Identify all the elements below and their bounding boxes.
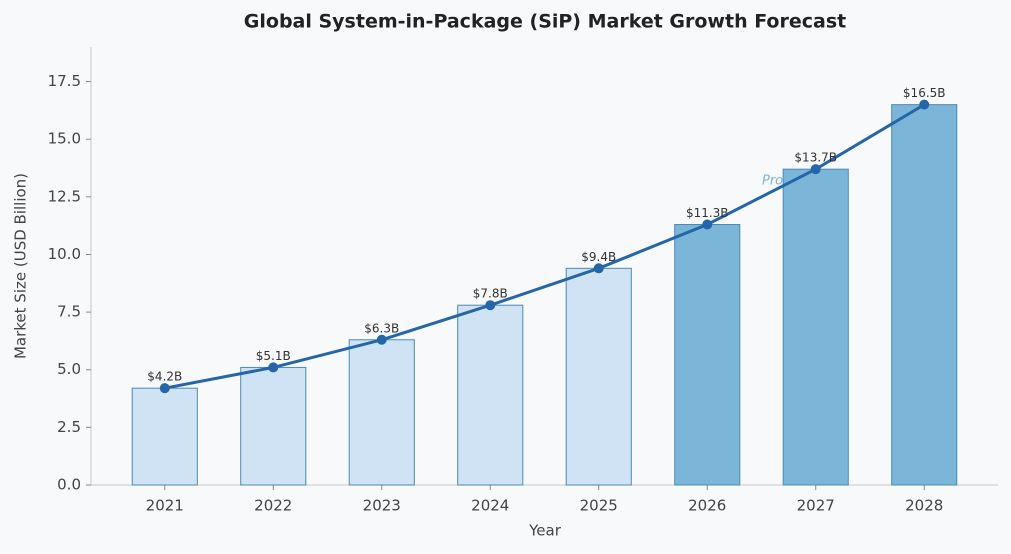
trend-marker <box>810 164 821 175</box>
trend-marker <box>702 219 713 230</box>
y-axis-label: Market Size (USD Billion) <box>12 173 30 359</box>
bar <box>457 304 524 486</box>
x-tick-label: 2023 <box>363 497 401 515</box>
trend-marker <box>268 362 279 373</box>
x-tick-label: 2024 <box>471 497 509 515</box>
bar <box>674 224 741 486</box>
y-tick-label: 7.5 <box>57 303 81 321</box>
value-label: $11.3B <box>686 206 729 220</box>
x-tick-label: 2028 <box>905 497 943 515</box>
x-tick-label: 2027 <box>797 497 835 515</box>
trend-line <box>164 103 925 390</box>
value-label: $16.5B <box>903 86 946 100</box>
y-tick-label: 5.0 <box>57 360 81 378</box>
bar <box>891 104 958 486</box>
x-tick-label: 2026 <box>688 497 726 515</box>
bar <box>782 168 849 486</box>
x-axis-label: Year <box>528 522 562 540</box>
y-tick-label: 2.5 <box>57 418 81 436</box>
value-label: $4.2B <box>147 370 182 384</box>
y-tick-label: 15.0 <box>48 130 81 148</box>
x-tick-label: 2025 <box>580 497 618 515</box>
value-label: $5.1B <box>256 349 291 363</box>
trend-marker <box>593 263 604 274</box>
trend-marker <box>485 300 496 311</box>
bar <box>348 339 415 486</box>
y-tick-label: 12.5 <box>48 187 81 205</box>
value-label: $7.8B <box>473 287 508 301</box>
x-tick-label: 2021 <box>146 497 184 515</box>
bar <box>565 267 632 486</box>
trend-marker <box>376 334 387 345</box>
bar <box>240 366 307 486</box>
value-label: $13.7B <box>794 151 837 165</box>
y-tick-label: 10.0 <box>48 245 81 263</box>
y-tick-label: 17.5 <box>48 72 81 90</box>
y-tick-label: 0.0 <box>57 476 81 494</box>
trend-marker <box>919 99 930 110</box>
x-tick-label: 2022 <box>254 497 292 515</box>
bar <box>131 387 198 486</box>
value-label: $9.4B <box>581 250 616 264</box>
value-label: $6.3B <box>364 321 399 335</box>
chart-title: Global System-in-Package (SiP) Market Gr… <box>244 11 846 33</box>
trend-marker <box>159 383 170 394</box>
